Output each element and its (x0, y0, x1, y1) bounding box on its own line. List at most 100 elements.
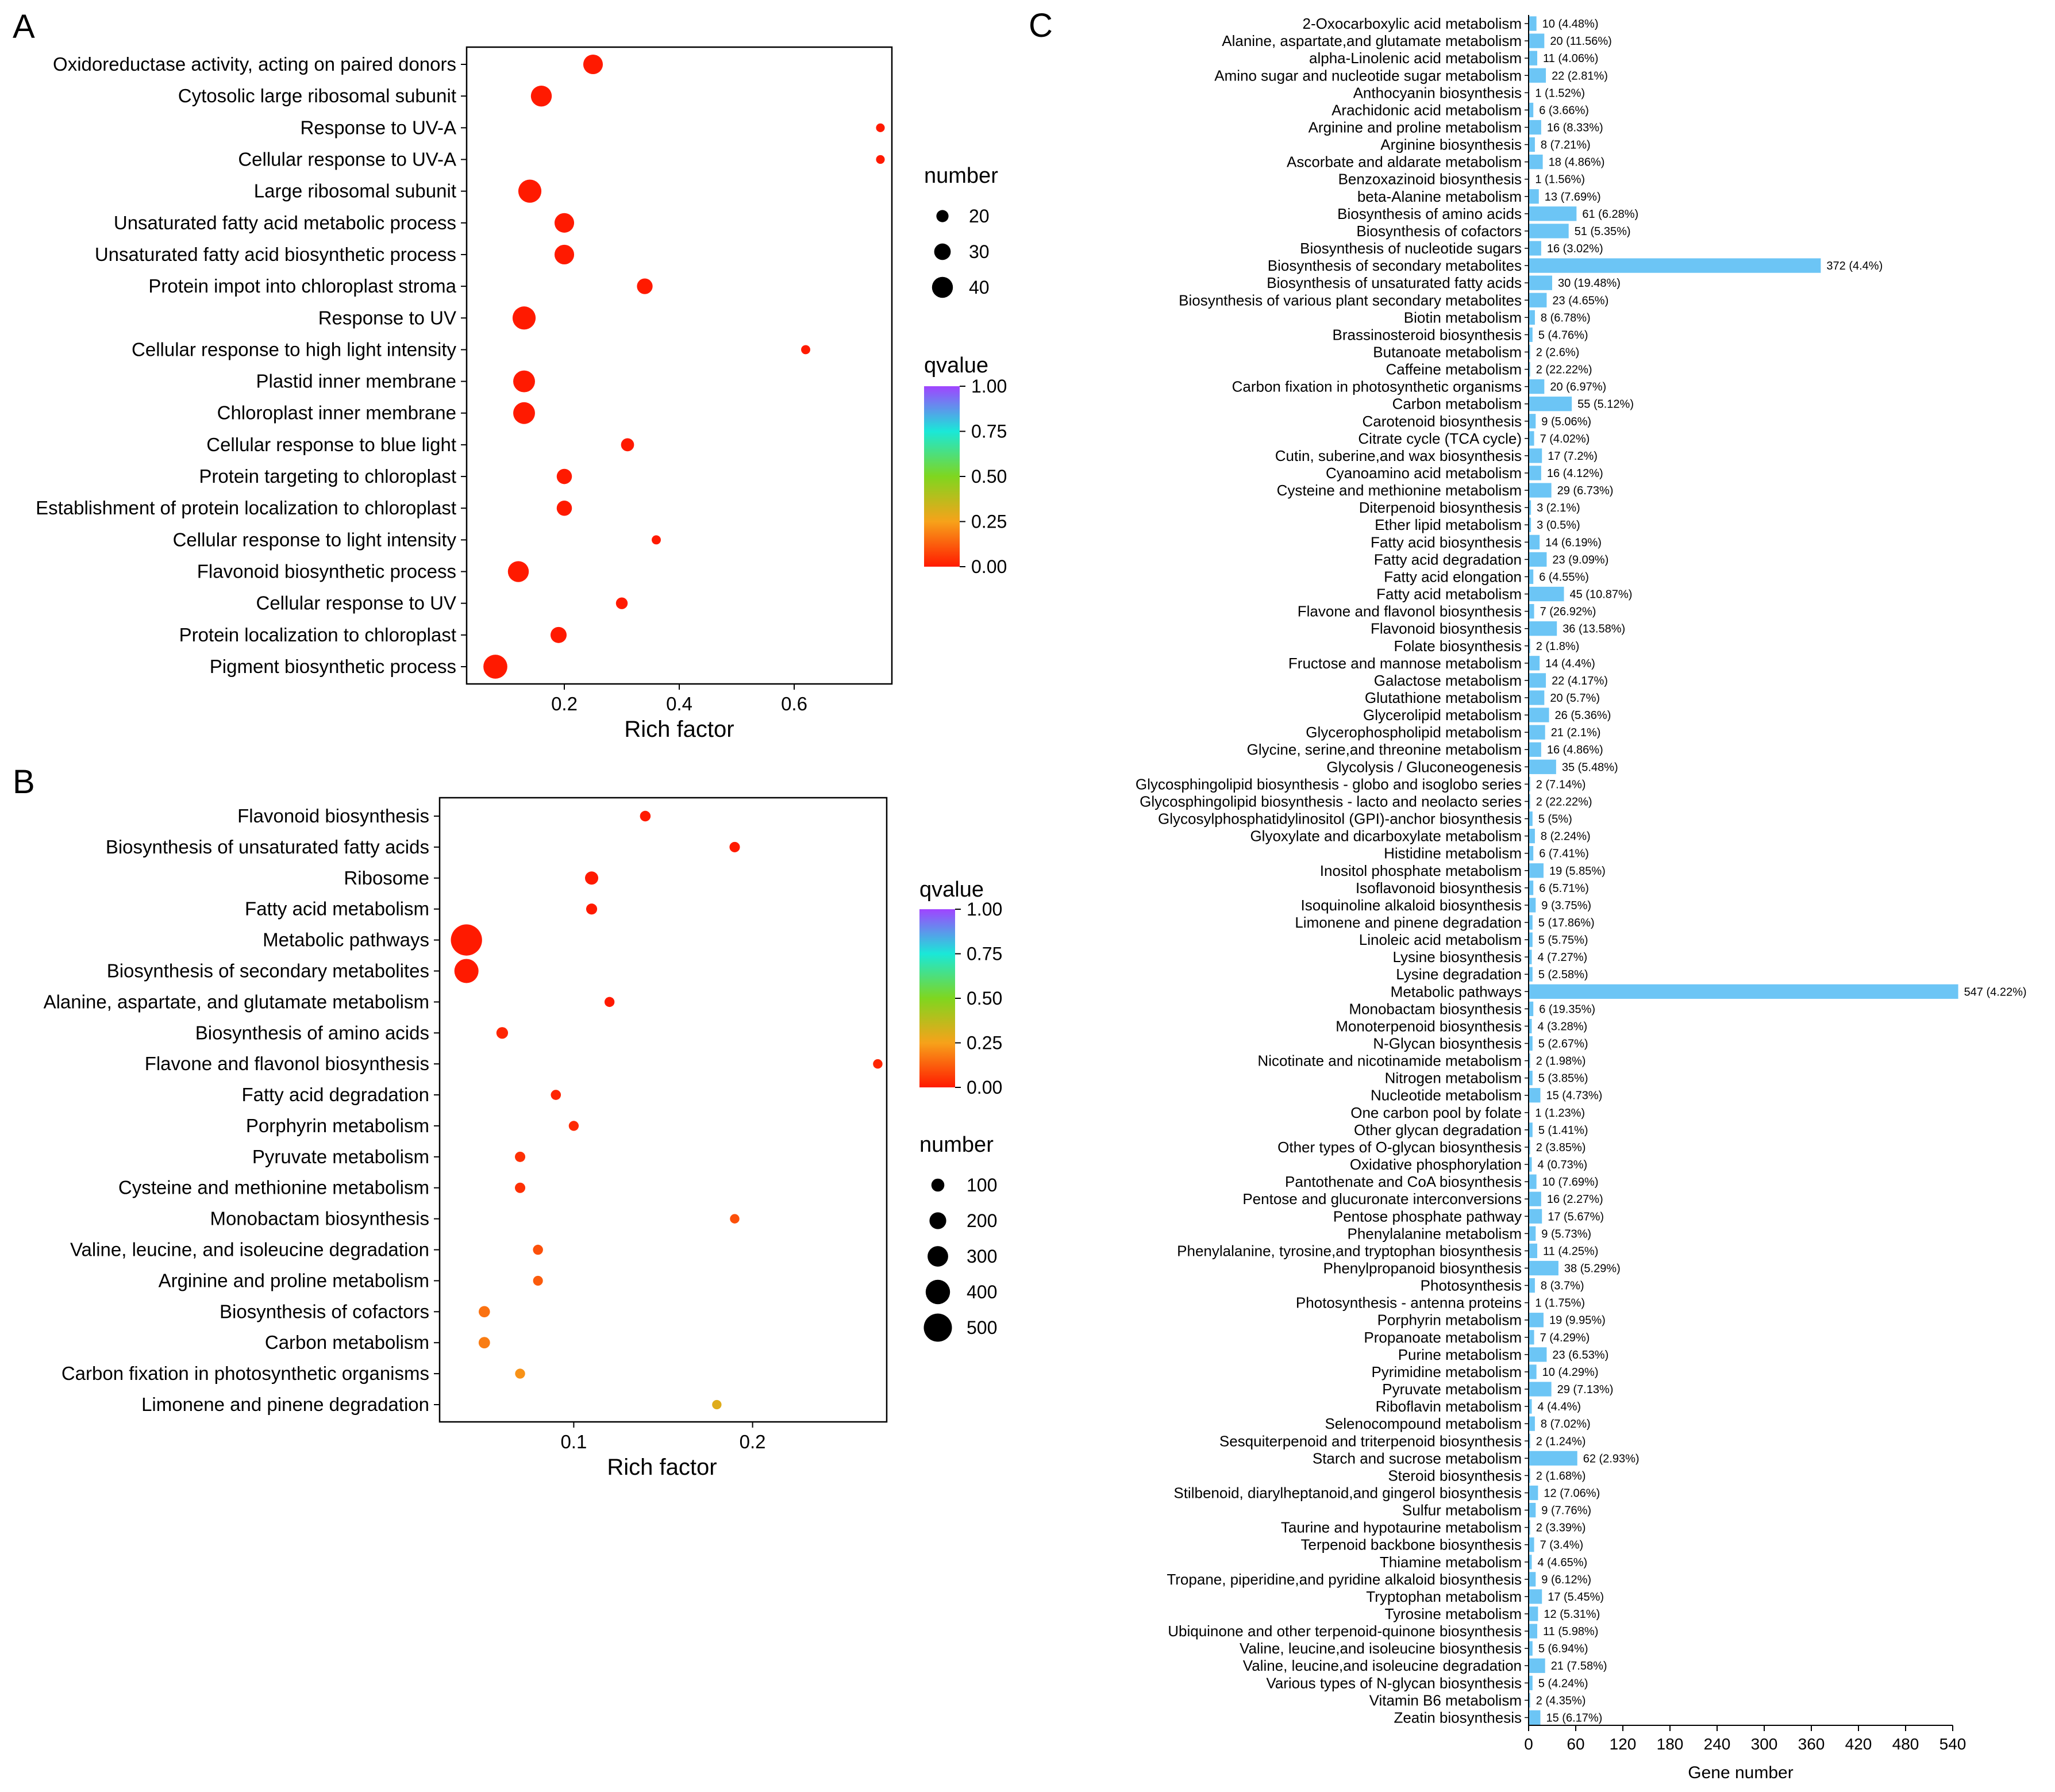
panel-c-bar (1529, 569, 1534, 584)
panel-c-data-label: 20 (11.56%) (1550, 35, 1611, 48)
panel-c-bars (1529, 16, 1958, 1725)
panel-c-category-label: Ascorbate and aldarate metabolism (1287, 153, 1522, 171)
panel-c-bar (1529, 1606, 1538, 1621)
panel-c-data-label: 2 (1.68%) (1536, 1470, 1586, 1482)
panel-c-category-label: Carbon metabolism (1392, 395, 1522, 413)
panel-c-bar (1529, 967, 1533, 982)
panel-b-term-label: Biosynthesis of amino acids (195, 1022, 429, 1043)
panel-c-data-label: 1 (1.75%) (1535, 1297, 1585, 1310)
panel-c-category-label: Thiamine metabolism (1380, 1553, 1522, 1571)
panel-c-category-label: Biosynthesis of nucleotide sugars (1300, 240, 1522, 257)
panel-c-bar (1529, 846, 1534, 861)
panel-c-data-label: 8 (7.02%) (1541, 1418, 1591, 1430)
panel-c-category-label: Biosynthesis of cofactors (1356, 222, 1522, 240)
panel-c-bar (1529, 1088, 1541, 1103)
panel-c-bar (1529, 1209, 1542, 1224)
panel-c-data-label: 8 (2.24%) (1541, 830, 1591, 843)
panel-b-term-label: Biosynthesis of cofactors (220, 1301, 429, 1322)
panel-b-color-legend-ticks: 1.00 0.75 0.50 0.25 0.00 (955, 899, 1002, 1098)
panel-a-point (621, 438, 634, 452)
panel-b-point (586, 903, 598, 915)
panel-b-term-label: Limonene and pinene degradation (141, 1394, 429, 1415)
panel-c-x-tick-label: 300 (1751, 1735, 1778, 1753)
panel-c-x-tick-label: 0 (1524, 1735, 1533, 1753)
panel-c-bar (1529, 725, 1545, 740)
panel-c-bar (1529, 1313, 1544, 1328)
panel-c-bar (1529, 534, 1540, 549)
panel-c-category-label: Lysine biosynthesis (1393, 948, 1522, 966)
panel-c-bar (1529, 414, 1536, 429)
panel-b-color-tick-label: 0.00 (967, 1077, 1002, 1098)
panel-c-data-label: 21 (2.1%) (1551, 726, 1601, 739)
panel-a-term-label: Protein localization to chloroplast (179, 624, 456, 645)
panel-a-point (513, 370, 535, 393)
panel-c-category-label: Biotin metabolism (1404, 309, 1522, 326)
panel-c-category-label: Caffeine metabolism (1386, 361, 1522, 378)
panel-c-data-label: 9 (3.75%) (1541, 899, 1591, 912)
panel-c-bar (1529, 880, 1534, 895)
panel-c-data-label: 2 (22.22%) (1536, 364, 1592, 376)
panel-c-category-label: Isoquinoline alkaloid biosynthesis (1301, 897, 1522, 914)
panel-a-term-label: Plastid inner membrane (256, 371, 457, 392)
panel-c-data-label: 1 (1.23%) (1535, 1107, 1585, 1120)
panel-c-bar (1529, 120, 1541, 135)
panel-b-size-legend-dot (928, 1246, 948, 1267)
panel-c-bar (1529, 1053, 1530, 1068)
panel-c-bar (1529, 552, 1547, 567)
panel-c-category-label: Steroid biosynthesis (1388, 1467, 1522, 1484)
panel-c-category-label: Nucleotide metabolism (1371, 1087, 1522, 1104)
panel-b-point (515, 1368, 525, 1379)
panel-b-point (585, 871, 599, 885)
panel-c-bar (1529, 759, 1556, 774)
panel-c-data-label: 16 (4.86%) (1547, 744, 1603, 756)
panel-c-bar (1529, 1036, 1533, 1051)
panel-c-category-label: Photosynthesis (1421, 1277, 1522, 1294)
panel-c-category-label: Benzoxazinoid biosynthesis (1338, 171, 1522, 188)
panel-c-data-label: 2 (7.14%) (1536, 778, 1586, 791)
panel-c-bar (1529, 1589, 1542, 1604)
panel-c-bar (1529, 448, 1542, 463)
panel-c-bar (1529, 293, 1547, 307)
panel-c-data-label: 9 (5.06%) (1541, 416, 1591, 428)
panel-a-term-label: Protein impot into chloroplast stroma (148, 275, 456, 297)
panel-c-category-label: Biosynthesis of amino acids (1337, 205, 1522, 222)
panel-c-data-label: 9 (6.12%) (1541, 1574, 1591, 1586)
panel-c-data-label: 3 (0.5%) (1537, 519, 1580, 532)
panel-a-point (876, 155, 885, 164)
panel-b-color-tick-label: 1.00 (967, 899, 1002, 920)
panel-c-category-label: Cutin, suberine,and wax biosynthesis (1275, 447, 1522, 464)
panel-c-data-label: 10 (4.48%) (1542, 18, 1599, 30)
panel-c-category-label: Glycerophospholipid metabolism (1306, 724, 1522, 741)
panel-c-bar (1529, 1468, 1530, 1483)
panel-c-bar (1529, 500, 1531, 515)
panel-a-point (518, 179, 542, 203)
panel-c-bar (1529, 603, 1534, 619)
panel-c-data-label: 2 (1.24%) (1536, 1435, 1586, 1448)
panel-c-bar (1529, 517, 1531, 532)
panel-c-bar (1529, 379, 1545, 394)
panel-b-point (533, 1244, 543, 1255)
panel-c-x-tick-label: 180 (1657, 1735, 1684, 1753)
panel-c-data-label: 12 (7.06%) (1544, 1487, 1600, 1499)
panel-c-bar (1529, 1018, 1532, 1034)
panel-c-bar (1529, 1157, 1532, 1172)
panel-c-category-label: Limonene and pinene degradation (1295, 914, 1522, 931)
panel-c-category-label: One carbon pool by folate (1350, 1104, 1522, 1121)
panel-c-data-label: 17 (5.45%) (1548, 1591, 1604, 1603)
panel-c-category-label: Photosynthesis - antenna proteins (1296, 1294, 1522, 1312)
panel-c-category-label: Glycosylphosphatidylinositol (GPI)-ancho… (1158, 810, 1522, 828)
panel-c-bar (1529, 1174, 1537, 1189)
panel-c-bar (1529, 1347, 1547, 1362)
panel-c-category-label: Sulfur metabolism (1402, 1502, 1522, 1519)
panel-c-data-label: 4 (4.65%) (1537, 1556, 1587, 1569)
panel-a-point (801, 345, 810, 355)
panel-c-bar (1529, 1071, 1533, 1086)
panel-c-category-label: Pyruvate metabolism (1382, 1380, 1522, 1398)
panel-c-bar (1529, 863, 1544, 878)
panel-b-size-legend-label: 400 (967, 1282, 997, 1302)
panel-c-data-label: 16 (8.33%) (1547, 121, 1603, 134)
panel-c-category-label: Ubiquinone and other terpenoid-quinone b… (1168, 1622, 1522, 1640)
panel-c-bar (1529, 586, 1564, 602)
panel-b-size-legend-dot (923, 1313, 952, 1342)
